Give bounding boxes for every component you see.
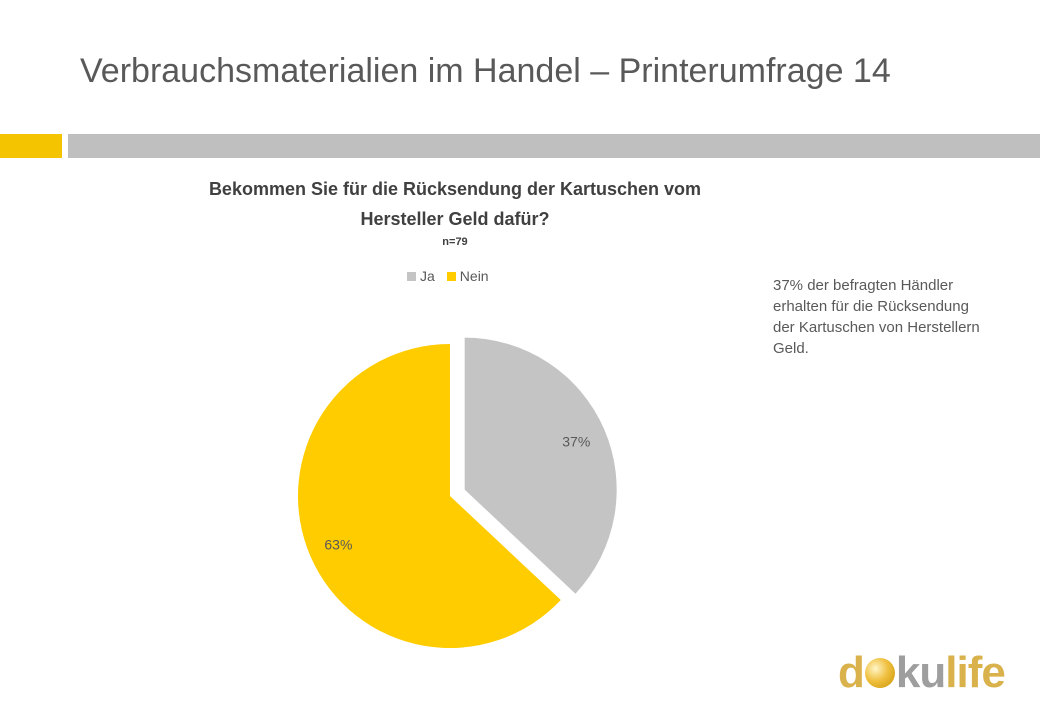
logo-text-life: life [945,648,1006,697]
pie-slice-ja [464,337,617,594]
legend-item-ja: Ja [407,268,435,284]
pie-slices [298,337,617,648]
chart-title-line-2: Hersteller Geld dafür? [360,209,550,229]
data-label-nein: 63% [324,536,352,552]
chart-title-line-1: Bekommen Sie für die Rücksendung der Kar… [208,179,702,199]
legend-swatch-nein [446,271,456,281]
logo-text-ku: ku [895,648,946,697]
pie-labels: 37% 63% [324,433,590,552]
legend-item-nein: Nein [446,268,489,284]
legend-label-nein: Nein [459,268,489,284]
data-label-ja: 37% [562,433,590,449]
legend-label-ja: Ja [420,268,435,284]
chart-legend: Ja Nein [407,268,489,284]
logo-text-d: d [838,648,865,697]
legend-swatch-ja [407,271,416,281]
accent-bar-gray [68,134,1040,158]
chart-title: Bekommen Sie für die Rücksendung der Kar… [150,174,760,234]
dokulife-logo: d ku life [838,648,1006,698]
accent-bar-yellow [0,134,62,158]
summary-note: 37% der befragten Händler erhalten für d… [773,277,980,357]
slide-title: Verbrauchsmaterialien im Handel – Printe… [80,52,891,90]
pie-slice-nein [298,344,561,648]
logo-ball-icon [864,658,895,688]
chart-subtitle: n=79 [442,236,468,248]
